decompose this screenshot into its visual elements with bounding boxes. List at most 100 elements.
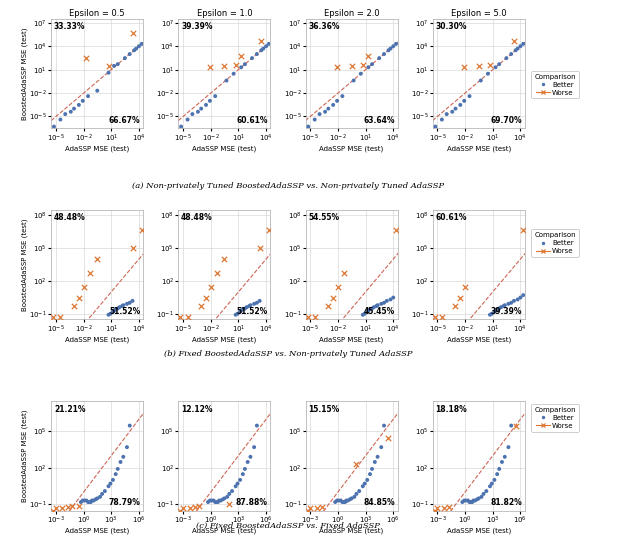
Title: Epsilon = 1.0: Epsilon = 1.0 xyxy=(196,9,252,19)
Point xyxy=(487,310,497,318)
Point xyxy=(365,305,375,314)
Point xyxy=(341,496,351,505)
Point xyxy=(436,115,447,124)
Text: (c) Fixed BoostedAdaSSP vs. Fixed AdaSSP: (c) Fixed BoostedAdaSSP vs. Fixed AdaSSP xyxy=(196,521,380,530)
Point xyxy=(429,313,440,322)
Text: 60.61%: 60.61% xyxy=(435,213,467,222)
Point xyxy=(227,486,237,495)
Point xyxy=(184,503,195,512)
Point xyxy=(125,299,135,307)
Point xyxy=(68,302,79,311)
Point xyxy=(485,310,495,319)
Point xyxy=(113,465,123,473)
X-axis label: AdaSSP MSE (test): AdaSSP MSE (test) xyxy=(65,145,129,152)
Point xyxy=(220,62,230,70)
Point xyxy=(104,310,114,319)
Point xyxy=(66,108,76,116)
Point xyxy=(459,496,469,505)
Point xyxy=(113,60,123,69)
Point xyxy=(228,69,239,78)
Point xyxy=(450,302,460,311)
Point xyxy=(256,37,266,45)
Point xyxy=(349,76,359,85)
Point xyxy=(190,502,200,511)
Point xyxy=(77,97,88,105)
Point xyxy=(494,304,504,313)
Point xyxy=(515,293,525,302)
Point xyxy=(365,470,375,478)
Point xyxy=(430,122,440,131)
Point xyxy=(92,494,102,503)
Point xyxy=(178,503,188,512)
Point xyxy=(362,307,372,316)
Point xyxy=(131,44,141,53)
Text: 60.61%: 60.61% xyxy=(236,116,268,125)
Text: 51.52%: 51.52% xyxy=(236,307,268,316)
Point xyxy=(113,304,123,313)
Point xyxy=(175,506,186,515)
Point xyxy=(511,421,521,430)
Point xyxy=(111,305,121,314)
Point xyxy=(88,496,99,505)
Point xyxy=(108,307,118,316)
Point xyxy=(455,293,465,302)
Point xyxy=(429,506,440,515)
Point xyxy=(513,44,523,53)
Point xyxy=(247,54,257,62)
Point xyxy=(264,225,274,234)
Point xyxy=(442,110,452,118)
Point xyxy=(236,63,246,72)
Point xyxy=(333,282,343,291)
Point xyxy=(354,486,364,495)
Point xyxy=(474,62,484,70)
Text: 63.64%: 63.64% xyxy=(364,116,395,125)
Point xyxy=(120,54,130,62)
Point xyxy=(60,110,70,118)
Text: 69.70%: 69.70% xyxy=(490,116,522,125)
Point xyxy=(381,296,392,305)
Point xyxy=(67,502,77,511)
Point xyxy=(494,60,504,69)
Point xyxy=(383,46,394,55)
Point xyxy=(483,69,493,78)
Point xyxy=(220,255,230,264)
Point xyxy=(374,54,385,62)
Point xyxy=(436,313,447,322)
Point xyxy=(379,421,389,430)
Point xyxy=(346,62,356,70)
Point xyxy=(509,37,519,45)
Point xyxy=(203,497,213,506)
Point xyxy=(457,497,467,506)
Point xyxy=(125,50,135,58)
Point xyxy=(465,497,475,506)
Point xyxy=(115,303,125,312)
Point xyxy=(205,496,215,505)
Point xyxy=(220,494,230,503)
Text: 39.39%: 39.39% xyxy=(181,22,212,31)
Y-axis label: BoostedAdaSSP MSE (test): BoostedAdaSSP MSE (test) xyxy=(21,218,28,311)
Point xyxy=(218,495,228,504)
Point xyxy=(447,108,458,116)
Point xyxy=(255,244,265,253)
X-axis label: AdaSSP MSE (test): AdaSSP MSE (test) xyxy=(192,527,257,534)
Point xyxy=(518,225,528,234)
Text: (b) Fixed BoostedAdaSSP vs. Non-privately Tuned AdaSSP: (b) Fixed BoostedAdaSSP vs. Non-privatel… xyxy=(164,349,412,358)
Point xyxy=(76,497,86,506)
Point xyxy=(351,490,362,498)
Point xyxy=(465,497,476,506)
Text: (a) Non-privately Tuned BoostedAdaSSP vs. Non-privately Tuned AdaSSP: (a) Non-privately Tuned BoostedAdaSSP vs… xyxy=(132,182,444,190)
Point xyxy=(79,282,89,291)
Text: 30.30%: 30.30% xyxy=(435,22,467,31)
Point xyxy=(370,458,380,466)
Point xyxy=(117,302,127,311)
Point xyxy=(492,470,502,478)
Point xyxy=(388,293,398,302)
Point xyxy=(258,44,268,53)
Point xyxy=(460,282,470,291)
Point xyxy=(323,104,333,113)
Point xyxy=(494,465,504,473)
X-axis label: AdaSSP MSE (test): AdaSSP MSE (test) xyxy=(192,336,257,343)
Point xyxy=(362,476,372,484)
Point xyxy=(364,306,374,315)
Point xyxy=(85,269,95,278)
